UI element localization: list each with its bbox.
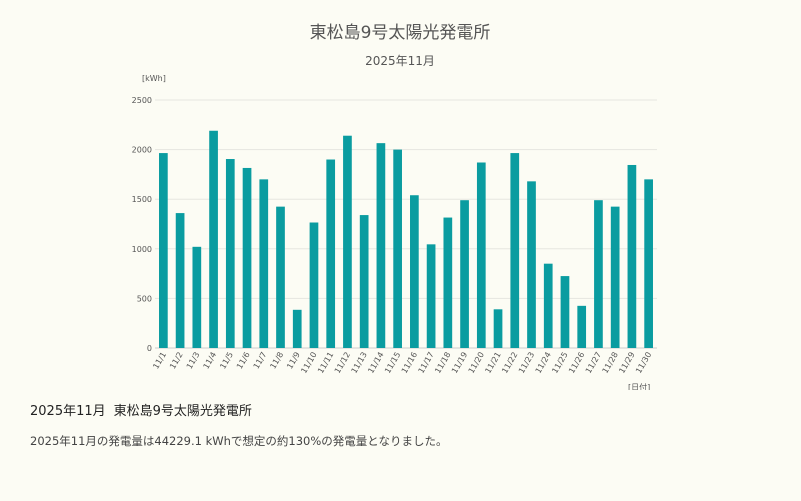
y-axis-unit-label: [kWh] xyxy=(142,74,166,83)
x-tick-label: 11/7 xyxy=(252,351,269,371)
bar xyxy=(159,153,168,348)
bar xyxy=(225,159,235,348)
bar xyxy=(343,135,352,348)
bar xyxy=(644,179,653,348)
bar xyxy=(426,244,436,348)
x-tick-label: 11/3 xyxy=(185,351,202,371)
y-tick-label: 500 xyxy=(137,294,152,303)
bar-chart: 東松島9号太陽光発電所 2025年11月 [kWh] 0 500 1000 1500 2… xyxy=(132,23,657,390)
x-tick-label: 11/5 xyxy=(218,351,235,371)
x-axis-ticks: 11/1 11/2 11/3 11/4 11/5 11/6 11/7 11/8 11/911/1… xyxy=(151,351,653,375)
bar xyxy=(543,263,553,348)
bar xyxy=(209,130,218,348)
bar xyxy=(309,222,319,348)
x-tick-label: 11/6 xyxy=(235,351,252,371)
summary-plant-name: 東松島9号太陽光発電所 xyxy=(113,404,252,419)
bar xyxy=(594,200,603,348)
bar xyxy=(276,206,285,348)
bar xyxy=(259,179,269,348)
summary-text: 2025年11月の発電量は44229.1 kWhで想定の約130%の発電量となり… xyxy=(30,434,448,448)
bar xyxy=(443,217,453,348)
bar xyxy=(527,181,536,348)
bar xyxy=(292,309,302,348)
bar xyxy=(476,162,486,348)
bar xyxy=(610,206,620,348)
bar xyxy=(510,153,520,348)
bar xyxy=(359,215,369,348)
x-tick-label: 11/9 xyxy=(285,351,302,371)
chart-subtitle: 2025年11月 xyxy=(365,54,435,68)
chart-area: 東松島9号太陽光発電所 2025年11月 [kWh] 0 500 1000 1500 2… xyxy=(132,23,657,390)
summary-period: 2025年11月 xyxy=(30,404,106,419)
bar xyxy=(560,276,570,348)
y-tick-label: 1000 xyxy=(132,245,152,254)
y-tick-label: 2500 xyxy=(132,96,152,105)
bar xyxy=(192,246,202,348)
bar xyxy=(326,159,336,348)
y-tick-label: 0 xyxy=(147,344,152,353)
bar xyxy=(242,167,252,348)
chart-title: 東松島9号太陽光発電所 xyxy=(310,23,491,43)
bar xyxy=(627,164,637,348)
x-axis-unit-label: [日付] xyxy=(628,382,650,390)
bar xyxy=(577,305,587,348)
summary-heading: 2025年11月 東松島9号太陽光発電所 xyxy=(30,400,770,419)
x-tick-label: 11/4 xyxy=(202,351,219,371)
bar-series xyxy=(159,130,653,348)
y-tick-label: 2000 xyxy=(132,146,152,155)
bar xyxy=(410,195,419,348)
bar xyxy=(460,200,469,348)
y-axis-ticks: 0 500 1000 1500 2000 2500 xyxy=(132,96,152,353)
x-tick-label: 11/8 xyxy=(268,351,285,371)
grid-lines xyxy=(155,99,657,349)
summary-section: 2025年11月 東松島9号太陽光発電所 2025年11月の発電量は44229.1… xyxy=(30,400,770,449)
bar xyxy=(376,143,386,348)
bar xyxy=(175,213,185,348)
y-tick-label: 1500 xyxy=(132,195,152,204)
x-tick-label: 11/2 xyxy=(168,351,185,371)
bar xyxy=(393,149,402,348)
x-tick-label: 11/30 xyxy=(634,351,653,375)
x-tick-label: 11/1 xyxy=(151,351,168,371)
bar xyxy=(493,309,503,348)
